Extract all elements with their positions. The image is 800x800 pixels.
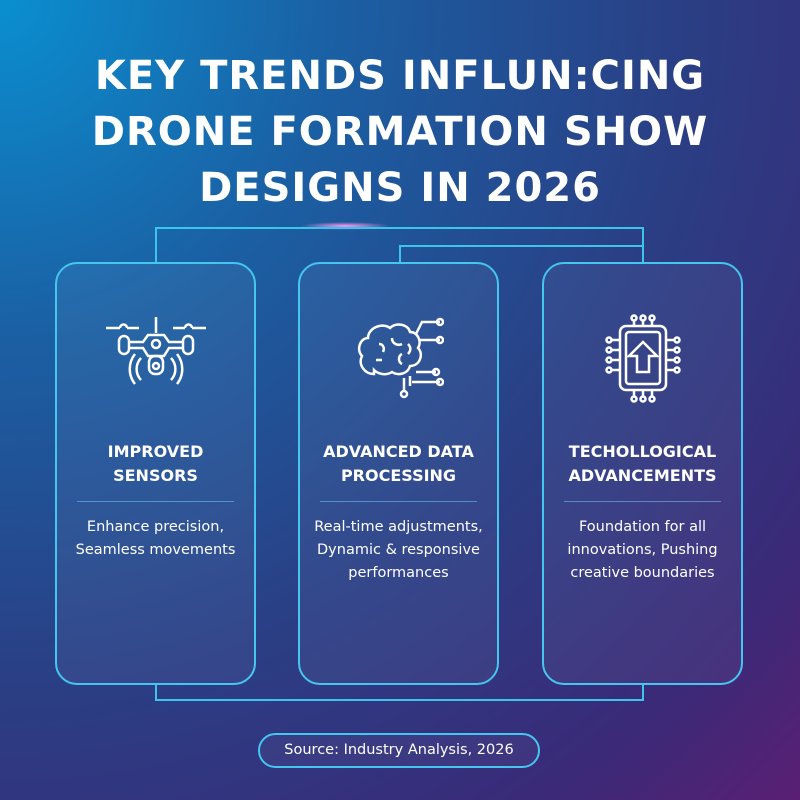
card-title-line: ADVANCED DATA xyxy=(323,442,474,461)
card-title: TECHOLLOGICAL ADVANCEMENTS xyxy=(544,440,741,488)
drone-icon xyxy=(105,317,206,385)
card-title-line: PROCESSING xyxy=(340,466,457,485)
card-description: Enhance precision, Seamless movements xyxy=(75,519,236,558)
connector-bottom xyxy=(155,684,644,701)
card-description: Real-time adjustments, Dynamic & respons… xyxy=(314,519,483,581)
chip-upgrade-icon xyxy=(604,314,681,403)
card-technological-advancements: TECHOLLOGICAL ADVANCEMENTS Foundation for… xyxy=(542,262,743,685)
divider xyxy=(77,501,234,502)
card-title-line: TECHOLLOGICAL xyxy=(568,442,717,461)
divider xyxy=(564,501,721,502)
card-description: Foundation for all innovations, Pushing … xyxy=(567,519,718,581)
page-title: KEY TRENDS INFLUN:CING DRONE FORMATION S… xyxy=(0,48,800,216)
glow-accent xyxy=(300,222,390,230)
card-title: IMPROVED SENSORS xyxy=(57,440,254,488)
source-label: Source: Industry Analysis, 2026 xyxy=(258,733,540,768)
card-title-line: SENSORS xyxy=(113,466,198,485)
card-title-line: IMPROVED xyxy=(107,442,204,461)
card-title-line: ADVANCEMENTS xyxy=(568,466,717,485)
connector-mid xyxy=(399,245,644,263)
divider xyxy=(320,501,477,502)
title-line-3: DESIGNS IN 2026 xyxy=(199,165,601,211)
title-line-2: DRONE FORMATION SHOW xyxy=(91,109,709,155)
card-advanced-data-processing: ADVANCED DATA PROCESSING Real-time adjust… xyxy=(298,262,499,685)
card-title: ADVANCED DATA PROCESSING xyxy=(300,440,497,488)
card-improved-sensors: IMPROVED SENSORS Enhance precision, Seaml… xyxy=(55,262,256,685)
brain-circuit-icon xyxy=(357,317,444,399)
title-line-1: KEY TRENDS INFLUN:CING xyxy=(94,53,706,99)
